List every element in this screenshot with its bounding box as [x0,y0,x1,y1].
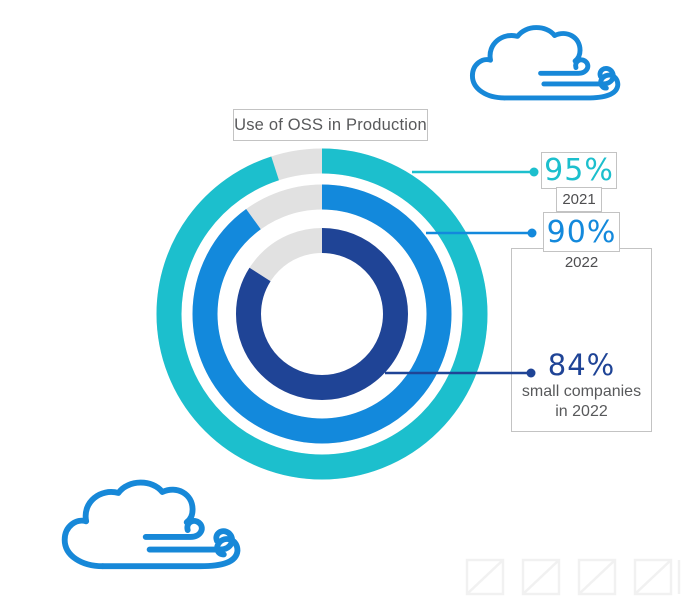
wind-line-1 [538,57,591,76]
cloud-wind-icon [61,479,241,570]
callout-value-2021: 95% [541,152,617,189]
ring-2022 [192,184,452,444]
leader-dot-2022 [527,228,537,238]
cloud-outline [469,25,583,101]
chart-title: Use of OSS in Production [233,109,428,141]
leader-dot-2021 [529,167,539,177]
callout-value-2022: 90% [543,212,620,252]
wind-line-2 [541,66,616,87]
cloud-outline [61,479,196,570]
wind-line-2 [146,528,235,553]
watermark [465,558,681,596]
callout-value-small-companies: 84% [547,348,616,382]
donut-rings [156,148,488,480]
callout-box-small-companies: 2022 84% small companies in 2022 [511,248,652,432]
ring-small-companies-2022 [236,228,408,400]
callout-caption-small-companies: small companies in 2022 [521,383,642,420]
ring-2021 [156,148,488,480]
wind-line-1 [142,517,205,540]
ring-remainder-middle [192,184,452,444]
cloud-wind-icon [469,25,621,101]
ring-remainder-outer [156,148,488,480]
callout-caption-2022: 2022 [564,254,599,271]
callout-caption-2021: 2021 [556,187,602,212]
ring-remainder-inner [236,228,408,400]
